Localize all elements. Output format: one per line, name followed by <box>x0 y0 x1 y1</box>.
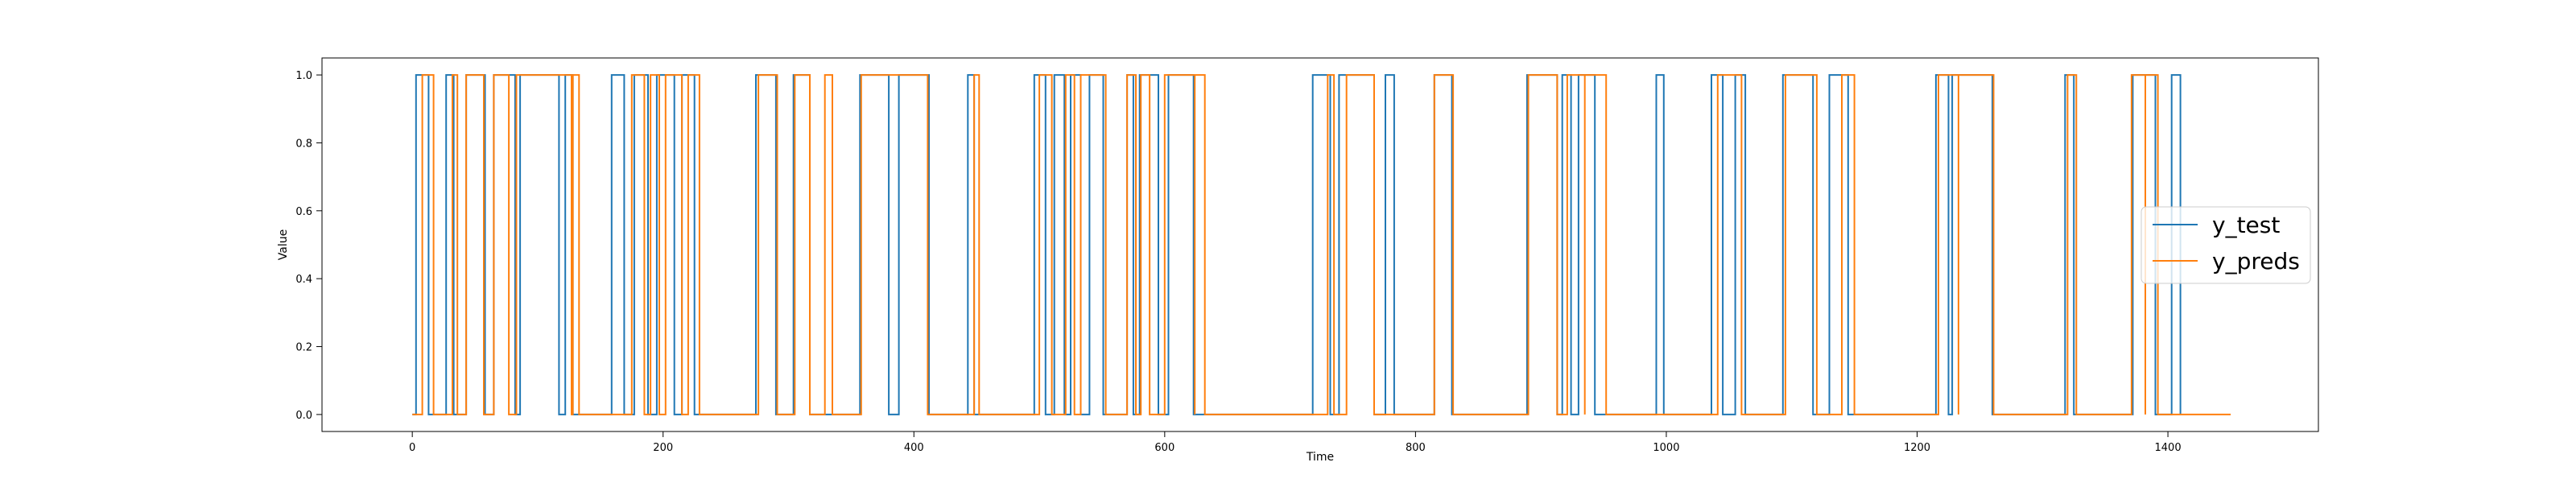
series-line-y-test <box>412 74 2182 415</box>
x-tick-label: 1200 <box>1904 442 1930 454</box>
x-tick-label: 400 <box>904 442 924 454</box>
x-tick-label: 200 <box>653 442 673 454</box>
x-tick-label: 0 <box>409 442 415 454</box>
legend-label-y-preds: y_preds <box>2212 248 2300 275</box>
plot-frame <box>321 57 2319 432</box>
x-axis: 0 200 400 600 800 1000 1200 1400 <box>409 431 2182 454</box>
y-tick-label: 0.6 <box>295 206 312 218</box>
x-axis-label: Time <box>1306 451 1334 464</box>
legend-label-y-test: y_test <box>2212 212 2280 238</box>
y-axis-label: Value <box>277 229 290 260</box>
x-tick-label: 1400 <box>2155 442 2182 454</box>
y-axis: 0.0 0.2 0.4 0.6 0.8 1.0 <box>295 70 322 422</box>
series-line-y-preds <box>412 74 2231 415</box>
legend: y_test y_preds <box>2140 206 2311 284</box>
x-tick-label: 800 <box>1406 442 1426 454</box>
legend-box <box>2140 206 2311 284</box>
y-tick-label: 0.4 <box>295 274 312 286</box>
y-tick-label: 1.0 <box>295 70 312 82</box>
y-tick-label: 0.8 <box>295 138 312 150</box>
x-tick-label: 1000 <box>1653 442 1679 454</box>
y-tick-label: 0.0 <box>295 410 312 422</box>
x-tick-label: 600 <box>1154 442 1174 454</box>
y-tick-label: 0.2 <box>295 342 312 354</box>
plot-lines <box>412 74 2231 415</box>
